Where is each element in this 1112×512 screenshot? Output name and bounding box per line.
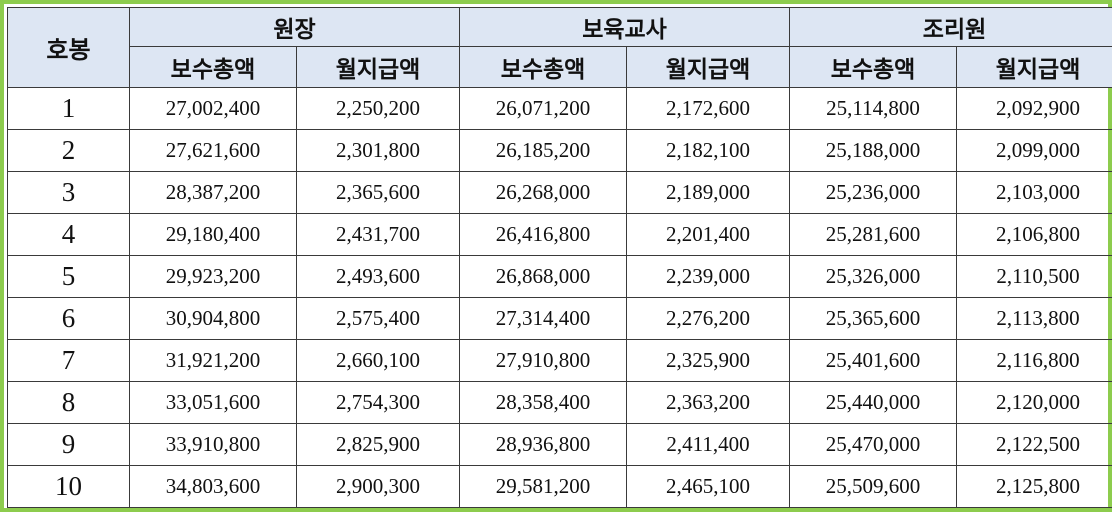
director-monthly-cell: 2,660,100 xyxy=(295,339,461,382)
grade-cell: 9 xyxy=(7,423,130,466)
table-row: 5 29,923,200 2,493,600 26,868,000 2,239,000 2… xyxy=(7,255,1112,298)
table-row: 9 33,910,800 2,825,900 28,936,800 2,411,400 2… xyxy=(7,423,1112,466)
director-total-header: 보수총액 xyxy=(129,46,297,88)
teacher-total-cell: 29,581,200 xyxy=(459,465,628,508)
teacher-total-cell: 28,358,400 xyxy=(459,381,628,424)
teacher-monthly-cell: 2,172,600 xyxy=(626,87,791,130)
teacher-monthly-cell: 2,363,200 xyxy=(626,381,791,424)
director-total-cell: 30,904,800 xyxy=(129,297,297,340)
cook-total-cell: 25,440,000 xyxy=(789,381,958,424)
director-total-cell: 27,002,400 xyxy=(129,87,297,130)
director-monthly-header: 월지급액 xyxy=(295,46,461,88)
cook-monthly-cell: 2,099,000 xyxy=(956,129,1112,172)
table-row: 10 34,803,600 2,900,300 29,581,200 2,465,100… xyxy=(7,465,1112,508)
cook-monthly-cell: 2,116,800 xyxy=(956,339,1112,382)
grade-cell: 6 xyxy=(7,297,130,340)
cook-total-cell: 25,236,000 xyxy=(789,171,958,214)
table-row: 7 31,921,200 2,660,100 27,910,800 2,325,900 2… xyxy=(7,339,1112,382)
table-row: 1 27,002,400 2,250,200 26,071,200 2,172,600 2… xyxy=(7,87,1112,130)
grade-cell: 2 xyxy=(7,129,130,172)
teacher-monthly-cell: 2,411,400 xyxy=(626,423,791,466)
teacher-total-cell: 26,071,200 xyxy=(459,87,628,130)
teacher-monthly-cell: 2,182,100 xyxy=(626,129,791,172)
director-total-cell: 33,910,800 xyxy=(129,423,297,466)
grade-cell: 8 xyxy=(7,381,130,424)
cook-monthly-header: 월지급액 xyxy=(956,46,1112,88)
cook-total-cell: 25,281,600 xyxy=(789,213,958,256)
group-header-director: 원장 xyxy=(128,7,461,47)
teacher-monthly-header: 월지급액 xyxy=(626,46,791,88)
director-monthly-cell: 2,250,200 xyxy=(295,87,461,130)
teacher-total-cell: 27,910,800 xyxy=(459,339,628,382)
cook-total-cell: 25,470,000 xyxy=(789,423,958,466)
table-row: 4 29,180,400 2,431,700 26,416,800 2,201,400 2… xyxy=(7,213,1112,256)
teacher-monthly-cell: 2,276,200 xyxy=(626,297,791,340)
teacher-monthly-cell: 2,325,900 xyxy=(626,339,791,382)
director-monthly-cell: 2,825,900 xyxy=(295,423,461,466)
cook-monthly-cell: 2,113,800 xyxy=(956,297,1112,340)
table-body: 1 27,002,400 2,250,200 26,071,200 2,172,600 2… xyxy=(7,87,1112,508)
table-row: 8 33,051,600 2,754,300 28,358,400 2,363,200 2… xyxy=(7,381,1112,424)
cook-monthly-cell: 2,122,500 xyxy=(956,423,1112,466)
cook-total-cell: 25,326,000 xyxy=(789,255,958,298)
director-monthly-cell: 2,431,700 xyxy=(295,213,461,256)
grade-cell: 3 xyxy=(7,171,130,214)
director-total-cell: 27,621,600 xyxy=(129,129,297,172)
teacher-monthly-cell: 2,239,000 xyxy=(626,255,791,298)
teacher-monthly-cell: 2,465,100 xyxy=(626,465,791,508)
grade-cell: 10 xyxy=(7,465,130,508)
table-row: 2 27,621,600 2,301,800 26,185,200 2,182,100 2… xyxy=(7,129,1112,172)
cook-total-cell: 25,509,600 xyxy=(789,465,958,508)
teacher-total-cell: 26,185,200 xyxy=(459,129,628,172)
group-header-teacher: 보육교사 xyxy=(459,7,791,47)
director-total-cell: 34,803,600 xyxy=(129,465,297,508)
salary-table: 호봉 원장 보육교사 조리원 보수총액 월지급액 보수총액 월지급액 보수총액 … xyxy=(7,7,1112,508)
director-total-cell: 29,180,400 xyxy=(129,213,297,256)
director-monthly-cell: 2,301,800 xyxy=(295,129,461,172)
teacher-total-header: 보수총액 xyxy=(459,46,628,88)
director-monthly-cell: 2,493,600 xyxy=(295,255,461,298)
teacher-monthly-cell: 2,201,400 xyxy=(626,213,791,256)
director-total-cell: 33,051,600 xyxy=(129,381,297,424)
cook-monthly-cell: 2,110,500 xyxy=(956,255,1112,298)
director-total-cell: 31,921,200 xyxy=(129,339,297,382)
cook-monthly-cell: 2,092,900 xyxy=(956,87,1112,130)
cook-monthly-cell: 2,106,800 xyxy=(956,213,1112,256)
grade-cell: 7 xyxy=(7,339,130,382)
director-monthly-cell: 2,575,400 xyxy=(295,297,461,340)
table-row: 6 30,904,800 2,575,400 27,314,400 2,276,200 2… xyxy=(7,297,1112,340)
cook-monthly-cell: 2,103,000 xyxy=(956,171,1112,214)
teacher-total-cell: 26,268,000 xyxy=(459,171,628,214)
cook-total-cell: 25,401,600 xyxy=(789,339,958,382)
cook-total-header: 보수총액 xyxy=(789,46,958,88)
teacher-total-cell: 26,416,800 xyxy=(459,213,628,256)
table-header: 호봉 원장 보육교사 조리원 보수총액 월지급액 보수총액 월지급액 보수총액 … xyxy=(7,7,1112,88)
cook-total-cell: 25,114,800 xyxy=(789,87,958,130)
director-total-cell: 29,923,200 xyxy=(129,255,297,298)
grade-cell: 5 xyxy=(7,255,130,298)
cook-total-cell: 25,188,000 xyxy=(789,129,958,172)
teacher-total-cell: 27,314,400 xyxy=(459,297,628,340)
cook-monthly-cell: 2,125,800 xyxy=(956,465,1112,508)
teacher-total-cell: 26,868,000 xyxy=(459,255,628,298)
teacher-monthly-cell: 2,189,000 xyxy=(626,171,791,214)
director-total-cell: 28,387,200 xyxy=(129,171,297,214)
group-header-cook: 조리원 xyxy=(789,7,1112,47)
grade-column-header: 호봉 xyxy=(7,7,130,88)
director-monthly-cell: 2,754,300 xyxy=(295,381,461,424)
grade-cell: 1 xyxy=(7,87,130,130)
table-row: 3 28,387,200 2,365,600 26,268,000 2,189,000 2… xyxy=(7,171,1112,214)
cook-monthly-cell: 2,120,000 xyxy=(956,381,1112,424)
grade-cell: 4 xyxy=(7,213,130,256)
director-monthly-cell: 2,365,600 xyxy=(295,171,461,214)
cook-total-cell: 25,365,600 xyxy=(789,297,958,340)
teacher-total-cell: 28,936,800 xyxy=(459,423,628,466)
director-monthly-cell: 2,900,300 xyxy=(295,465,461,508)
